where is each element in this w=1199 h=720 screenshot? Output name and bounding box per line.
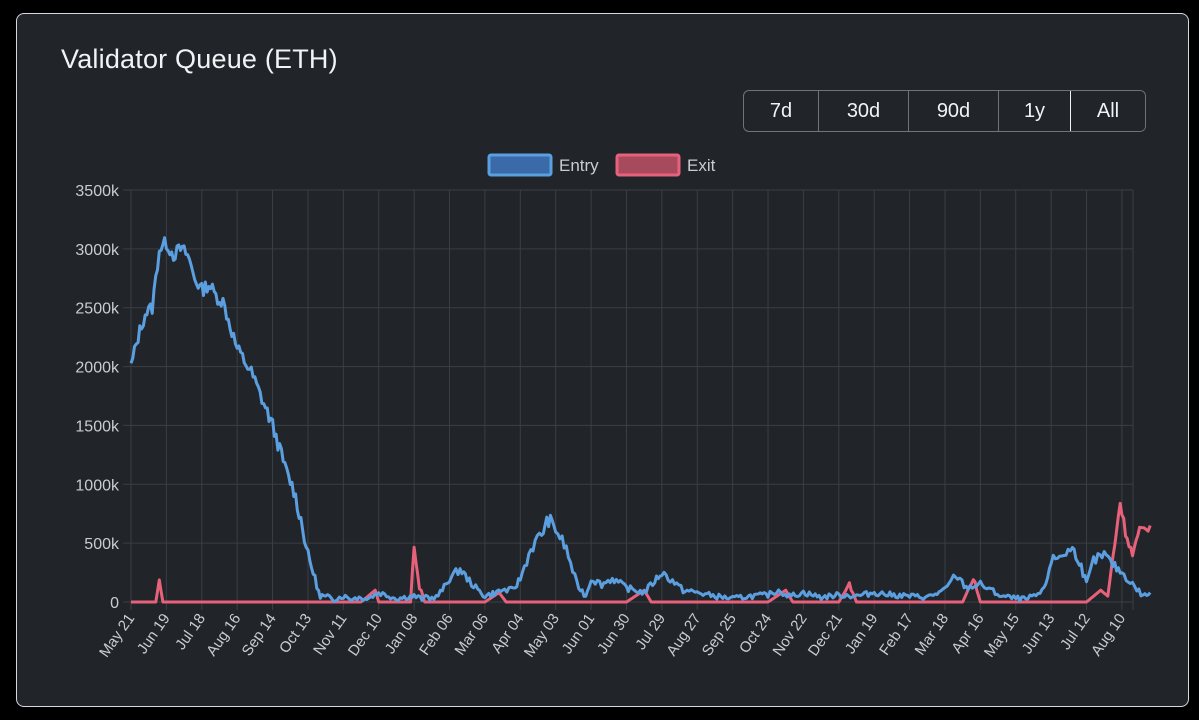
series-layer	[129, 236, 1152, 604]
y-tick-label: 2500k	[75, 301, 120, 318]
range-button-all[interactable]: All	[1070, 91, 1145, 131]
range-button-group: 7d 30d 90d 1y All	[743, 90, 1146, 132]
series-entry-line	[129, 236, 1152, 603]
x-tick-label: Nov 22	[769, 611, 810, 660]
x-tick-label: Nov 11	[310, 611, 351, 659]
legend-entry-swatch	[487, 153, 553, 177]
x-tick-label: Feb 06	[416, 611, 457, 659]
y-tick-label: 2000k	[75, 360, 120, 377]
x-tick-label: Dec 21	[805, 611, 846, 660]
x-tick-label: Jul 29	[632, 611, 669, 654]
y-tick-label: 1000k	[75, 477, 120, 494]
legend-entry-label: Entry	[559, 156, 599, 175]
chart-card: Validator Queue (ETH) 7d 30d 90d 1y All …	[16, 13, 1189, 707]
x-tick-label: Feb 17	[876, 611, 917, 659]
x-tick-label: May 21	[96, 611, 138, 661]
y-axis-ticks: 0 500k 1000k 1500k 2000k 2500k 3000k 3500k	[75, 183, 120, 612]
legend-exit-label: Exit	[687, 156, 716, 175]
x-tick-label: May 15	[981, 611, 1023, 661]
legend: Entry Exit	[487, 153, 716, 177]
y-tick-label: 3000k	[75, 242, 120, 259]
grid-lines	[123, 189, 1134, 610]
x-tick-label: Aug 27	[663, 611, 704, 660]
x-tick-label: Jul 18	[172, 611, 209, 654]
x-tick-label: Sep 25	[699, 611, 740, 660]
x-tick-label: Jun 30	[594, 611, 634, 658]
range-button-1y[interactable]: 1y	[998, 91, 1070, 131]
x-tick-label: Jan 08	[382, 611, 422, 658]
range-button-7d[interactable]: 7d	[744, 91, 818, 131]
range-button-90d[interactable]: 90d	[908, 91, 998, 131]
x-tick-label: Mar 18	[912, 611, 953, 659]
y-tick-label: 0	[110, 595, 119, 612]
x-tick-label: Oct 13	[276, 611, 315, 657]
legend-exit-swatch	[615, 153, 681, 177]
y-tick-label: 3500k	[75, 183, 120, 200]
x-tick-label: Mar 06	[451, 611, 492, 659]
y-tick-label: 1500k	[75, 418, 120, 435]
x-tick-label: Aug 10	[1088, 611, 1129, 660]
y-tick-label: 500k	[84, 536, 120, 553]
series-exit-line	[131, 501, 1152, 604]
x-tick-label: Jun 01	[559, 611, 599, 658]
chart-title: Validator Queue (ETH)	[61, 44, 338, 74]
x-tick-label: Dec 10	[345, 611, 386, 660]
x-tick-label: May 03	[521, 611, 563, 661]
chart-area: Entry Exit 0 500k 1000k 1500k 2000k 2500k 3000…	[75, 153, 1152, 661]
legend-entry[interactable]: Entry	[487, 153, 599, 177]
x-tick-label: Jun 13	[1019, 611, 1059, 658]
x-tick-label: Jan 19	[842, 611, 882, 658]
legend-exit[interactable]: Exit	[615, 153, 716, 177]
range-button-30d[interactable]: 30d	[818, 91, 908, 131]
x-tick-label: Jul 12	[1057, 611, 1094, 654]
x-tick-label: Jun 19	[134, 611, 174, 658]
x-tick-label: Aug 16	[203, 611, 244, 660]
x-tick-label: Sep 14	[239, 611, 280, 660]
